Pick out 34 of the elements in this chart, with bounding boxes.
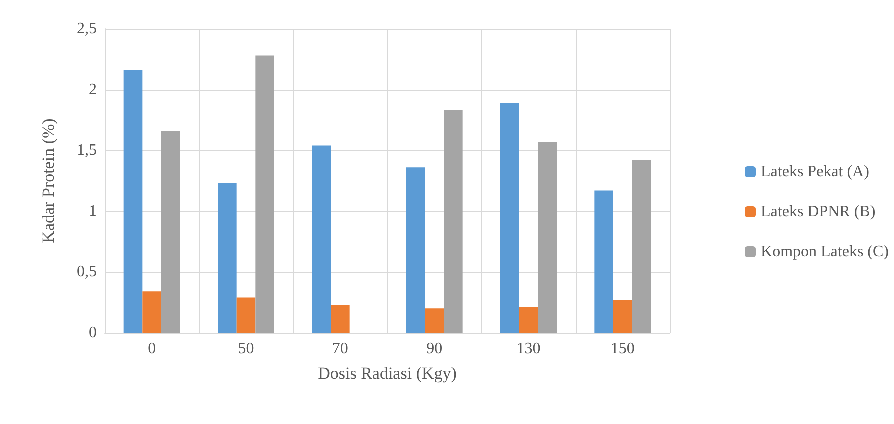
bar: [162, 131, 180, 333]
x-tick-label: 150: [610, 340, 635, 358]
legend-label: Lateks DPNR (B): [761, 204, 876, 220]
bar: [444, 110, 463, 333]
bar: [236, 298, 256, 333]
x-tick-label: 130: [516, 340, 541, 358]
x-tick-label: 50: [238, 340, 254, 358]
bar: [594, 190, 614, 333]
x-tick-label: 70: [332, 340, 348, 358]
bar: [500, 103, 520, 333]
bar: [256, 56, 274, 333]
bar: [142, 292, 162, 333]
x-tick-label: 90: [426, 340, 443, 358]
bar: [406, 168, 426, 333]
y-tick-label: 1,5: [77, 142, 97, 160]
legend-label: Kompon Lateks (C): [761, 244, 890, 260]
y-axis-title: Kadar Protein (%): [39, 118, 58, 244]
bar: [425, 308, 444, 333]
bar: [218, 183, 237, 333]
bar: [312, 146, 331, 333]
bar: [614, 300, 632, 333]
bar: [124, 70, 143, 333]
bar: [331, 305, 350, 333]
legend-label: Lateks Pekat (A): [761, 164, 870, 180]
bar: [538, 142, 557, 333]
y-tick-label: 2: [89, 81, 97, 98]
y-tick-label: 1: [89, 202, 97, 220]
x-tick-label: 0: [148, 340, 156, 358]
x-axis-title: Dosis Radiasi (Kgy): [318, 364, 457, 383]
y-tick-label: 2,5: [77, 20, 97, 38]
y-tick-label: 0,5: [77, 264, 97, 281]
bar: [519, 307, 538, 333]
bar: [632, 160, 652, 333]
y-tick-label: 0: [89, 324, 97, 342]
